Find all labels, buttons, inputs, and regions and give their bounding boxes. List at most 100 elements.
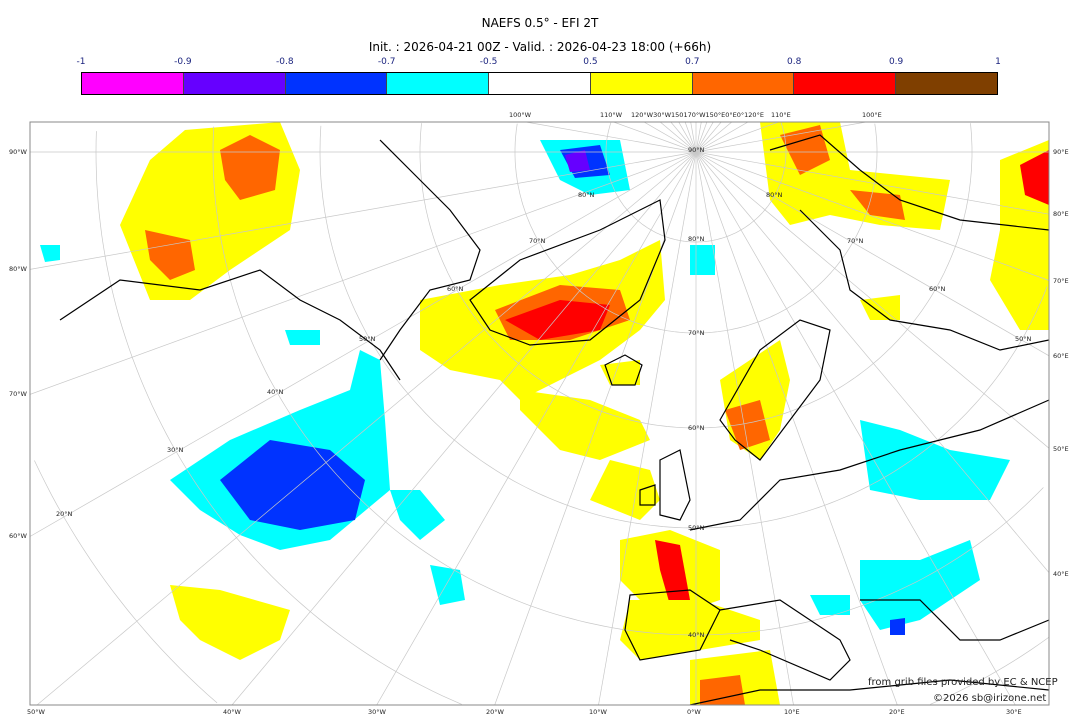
colorbar-bin [387,73,490,94]
meridian-line [695,151,1049,215]
efi-region [505,300,610,340]
meridian-line [695,122,722,153]
east-latitude-label: 60°N [929,285,946,293]
meridian-line [695,151,1049,449]
coastline [719,599,851,681]
meridian-line [690,122,697,153]
copyright: ©2026 sb@irizone.net [933,693,1047,704]
meridian-line [36,151,697,705]
meridian-line [613,122,697,153]
efi-region [430,565,465,605]
latitude-circle [605,122,787,243]
meridian-latitude-label: 50°N [688,524,705,532]
efi-region [655,540,690,605]
efi-region [860,420,1010,500]
colorbar-bin [794,73,897,94]
latitude-circle [514,123,878,334]
map-subtitle: Init. : 2026-04-21 00Z - Valid. : 2026-0… [368,40,712,54]
meridian-line [695,122,733,153]
east-latitude-label: 80°N [766,191,783,199]
latitude-label: 50°N [359,335,376,343]
right-longitude-label: 70°E [1053,277,1069,285]
graticule [30,122,1049,705]
coastline [689,679,1049,705]
efi-region [285,330,320,345]
coastline [659,449,691,521]
efi-region [565,150,590,172]
latitude-circle [212,126,1044,636]
coastline [860,599,1049,641]
colorbar-bin [896,73,998,94]
efi-region [600,360,640,385]
efi-region [860,295,900,320]
coastline [604,354,643,386]
efi-region [620,600,760,660]
meridian-line [695,122,867,153]
meridian-line [695,151,1049,573]
efi-region [40,245,60,262]
colorbar-tick-label: 0.7 [685,57,700,67]
coastline [769,134,1049,231]
latitude-label: 60°N [447,285,464,293]
coastline [469,199,666,346]
efi-region [860,540,980,630]
meridian-latitude-label: 70°N [688,329,705,337]
coastline [799,209,1049,351]
right-longitude-label: 50°E [1053,445,1069,453]
bottom-longitude-label: 0°W [687,708,701,716]
colorbar-tick-label: -1 [76,57,86,67]
top-longitude-label: 100°W [509,111,532,119]
coastline [719,319,831,461]
coastline [379,139,481,361]
meridian-line [30,151,697,395]
map-frame [29,121,1050,706]
colorbar-bin [489,73,591,94]
latitude-label: 40°N [267,388,284,396]
bottom-longitude-label: 30°E [1006,708,1022,716]
bottom-longitude-label: 10°E [784,708,800,716]
meridian-line [494,151,697,705]
meridian-line [525,122,697,153]
efi-region [590,460,660,520]
right-longitude-label: 60°E [1053,352,1069,360]
efi-region [170,585,290,660]
efi-region [850,190,905,220]
latitude-circle [34,460,218,704]
efi-region [220,135,280,200]
efi-region [700,675,745,705]
coastline [689,399,1049,531]
bottom-longitude-label: 20°E [889,708,905,716]
right-longitude-label: 40°E [1053,570,1069,578]
meridian-line [30,151,697,270]
latitude-label: 30°N [167,446,184,454]
latitude-circle [319,125,1048,529]
meridian-line [695,151,1016,705]
colorbar-tick-label: 0.8 [787,57,802,67]
meridian-line [643,122,697,153]
colorbar-tick-label: -0.9 [174,57,192,67]
colorbar-bin [285,73,388,94]
colorbar-bin [590,73,693,94]
meridian-line [678,122,697,153]
colorbar-bin [692,73,795,94]
meridian-line [695,151,1049,281]
top-longitude-label: 120°W30°W150170°W150°E0°E0°120°E [631,111,764,119]
efi-region [890,618,905,635]
latitude-label: 90°N [688,146,705,154]
latitude-label: 80°N [578,191,595,199]
meridian-latitude-label: 40°N [688,631,705,639]
map-title: NAEFS 0.5° - EFI 2T [481,16,599,30]
efi-region [725,400,770,450]
meridian-line [695,151,1049,357]
bottom-longitude-label: 10°W [589,708,608,716]
efi-region [690,245,715,275]
bottom-longitude-label: 30°W [368,708,387,716]
meridian-line [695,151,794,705]
bottom-longitude-label: 50°W [27,708,46,716]
efi-region [780,125,830,175]
top-longitude-label: 100°E [862,111,882,119]
meridian-line [695,122,702,153]
top-longitude-label: 110°W [600,111,623,119]
colorbar-bin [183,73,286,94]
